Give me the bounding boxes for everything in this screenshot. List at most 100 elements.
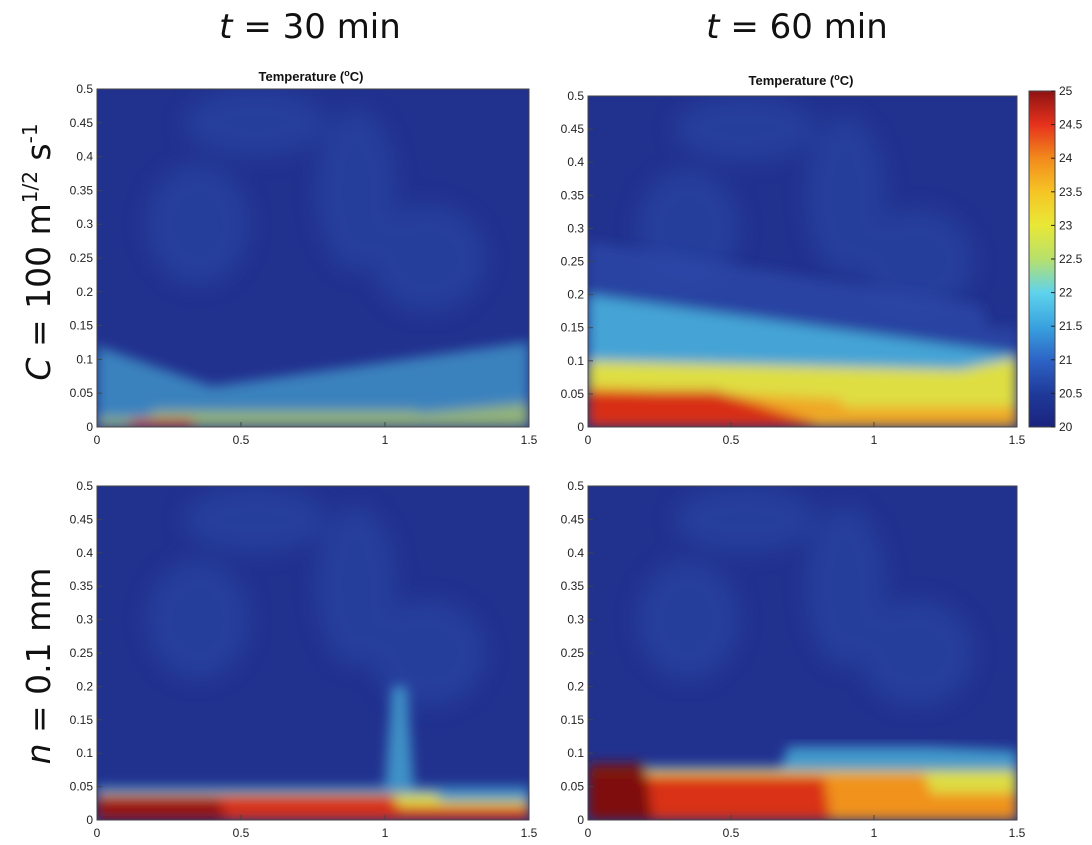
swirl-2: [370, 599, 486, 707]
colorbar-tick-label: 22.5: [1059, 252, 1083, 266]
y-tick-label: 0.2: [567, 288, 584, 302]
x-tick-label: 0.5: [233, 433, 250, 447]
swirl-2: [370, 203, 486, 313]
y-tick-label: 0.25: [561, 646, 585, 660]
column-title-30min: t = 30 min: [219, 7, 401, 47]
y-tick-label: 0.5: [76, 479, 93, 493]
x-tick-label: 0: [94, 433, 101, 447]
swirl-2: [859, 208, 975, 315]
y-tick-label: 0.1: [567, 354, 584, 368]
x-tick-label: 0: [585, 433, 592, 447]
y-tick-label: 0.15: [561, 321, 585, 335]
swirl-1: [805, 506, 886, 667]
row-title-C: C = 100 m1/2 s-1: [18, 123, 58, 380]
x-tick-label: 1.5: [521, 826, 538, 840]
x-tick-label: 0.5: [233, 826, 250, 840]
x-tick-label: 1: [871, 826, 878, 840]
colorbar-tick-label: 24.5: [1059, 118, 1083, 132]
y-tick-label: 0.1: [76, 352, 93, 366]
heatmap-panel-bottom-left: 0 0.05 0.1 0.15 0.2 0.25 0.3 0.35 0.4 0.45 0.5 0 0.5…: [70, 479, 538, 840]
swirl-0: [145, 559, 250, 680]
colorbar: 20 20.5 21 21.5 22 22.5 23 23.5 24 24.5 25: [1028, 84, 1083, 434]
warm-layer-4: [588, 390, 1017, 427]
y-tick-label: 0.1: [567, 746, 584, 760]
y-tick-label: 0.3: [76, 613, 93, 627]
y-tick-label: 0.3: [567, 221, 584, 235]
y-tick-label: 0.45: [561, 512, 585, 526]
y-tick-label: 0.15: [70, 713, 94, 727]
y-tick-label: 0.4: [76, 546, 93, 560]
y-tick-label: 0.35: [70, 579, 94, 593]
colorbar-tick-label: 20: [1059, 420, 1073, 434]
x-tick-label: 1: [382, 433, 389, 447]
warm-layer-3: [588, 776, 1017, 820]
y-tick-label: 0.5: [76, 82, 93, 96]
y-tick-label: 0.2: [567, 679, 584, 693]
colorbar-tick-label: 23.5: [1059, 185, 1083, 199]
y-tick-label: 0.5: [567, 89, 584, 103]
y-tick-label: 0.5: [567, 479, 584, 493]
x-tick-label: 1.5: [1009, 433, 1026, 447]
warm-layer-1: [97, 402, 529, 427]
y-tick-label: 0.4: [567, 546, 584, 560]
colorbar-tick-label: 24: [1059, 151, 1073, 165]
swirl-1: [805, 115, 886, 275]
swirl-3: [673, 96, 817, 163]
swirl-0: [145, 163, 250, 286]
y-tick-label: 0.45: [70, 512, 94, 526]
colorbar-tick-label: 20.5: [1059, 386, 1083, 400]
swirl-3: [673, 486, 817, 553]
heatmap-field: [588, 96, 1017, 427]
y-tick-label: 0.1: [76, 746, 93, 760]
y-tick-label: 0: [577, 420, 584, 434]
colorbar-tick-label: 23: [1059, 218, 1073, 232]
swirl-1: [315, 506, 397, 667]
warm-layer-4: [588, 763, 1017, 820]
y-tick-label: 0.05: [561, 780, 585, 794]
heatmap-panel-top-right: 0 0.05 0.1 0.15 0.2 0.25 0.3 0.35 0.4 0.45 0.5 0 0.5…: [561, 89, 1026, 447]
colorbar-tick-label: 21.5: [1059, 319, 1083, 333]
panel-title-top-right: Temperature (oC): [749, 72, 854, 88]
y-tick-label: 0.15: [70, 319, 94, 333]
y-tick-label: 0.35: [561, 188, 585, 202]
colorbar-tick-label: 25: [1059, 84, 1073, 98]
swirl-3: [183, 486, 328, 553]
heatmap-field: [588, 486, 1017, 820]
panel-title-top-left: Temperature (oC): [259, 68, 364, 84]
x-tick-label: 1: [871, 433, 878, 447]
y-tick-label: 0.3: [76, 217, 93, 231]
y-tick-label: 0.05: [70, 386, 94, 400]
x-tick-label: 1.5: [1009, 826, 1026, 840]
y-tick-label: 0.45: [70, 116, 94, 130]
colorbar-tick-label: 21: [1059, 353, 1073, 367]
swirl-2: [859, 599, 975, 707]
warm-layer-2: [97, 418, 529, 427]
y-tick-label: 0: [577, 813, 584, 827]
y-tick-label: 0.35: [561, 579, 585, 593]
y-tick-label: 0.05: [561, 387, 585, 401]
x-tick-label: 1: [382, 826, 389, 840]
column-title-60min: t = 60 min: [706, 7, 888, 47]
swirl-1: [315, 109, 397, 272]
x-tick-label: 0: [585, 826, 592, 840]
y-tick-label: 0.4: [567, 155, 584, 169]
row-title-n: n = 0.1 mm: [19, 568, 58, 765]
x-tick-label: 1.5: [521, 433, 538, 447]
y-tick-label: 0.3: [567, 613, 584, 627]
heatmap-panel-bottom-right: 0 0.05 0.1 0.15 0.2 0.25 0.3 0.35 0.4 0.45 0.5 0 0.5…: [561, 479, 1026, 840]
x-tick-label: 0.5: [723, 826, 740, 840]
colorbar-tick-label: 22: [1059, 286, 1073, 300]
y-tick-label: 0.15: [561, 713, 585, 727]
heatmap-field: [97, 486, 529, 820]
warm-layer-3: [97, 798, 529, 820]
y-tick-label: 0: [86, 420, 93, 434]
x-tick-label: 0: [94, 826, 101, 840]
y-tick-label: 0.05: [70, 780, 94, 794]
heatmap-field: [97, 89, 529, 427]
swirl-0: [636, 559, 740, 680]
y-tick-label: 0.25: [70, 251, 94, 265]
colorbar-gradient: [1028, 90, 1056, 428]
swirl-3: [183, 89, 328, 157]
y-tick-label: 0.35: [70, 183, 94, 197]
